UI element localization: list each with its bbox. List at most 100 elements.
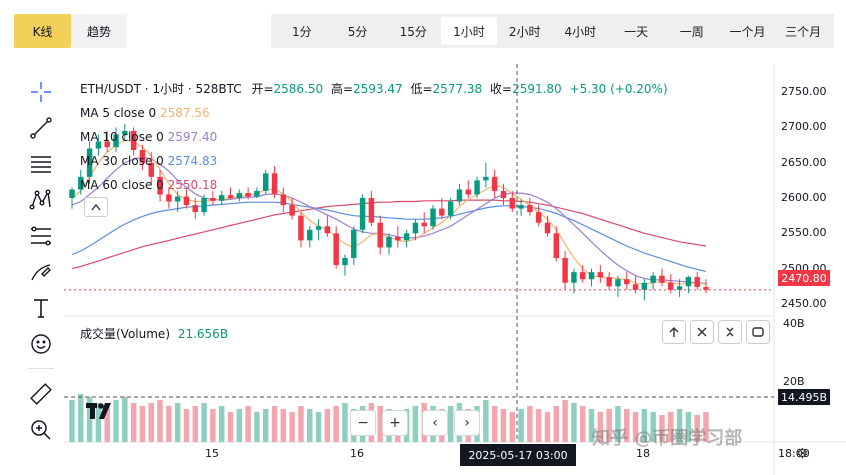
scroll-right-button[interactable]: › xyxy=(454,410,480,436)
volume-bar xyxy=(500,409,507,442)
volume-bar xyxy=(227,412,234,442)
candle-body xyxy=(122,130,128,135)
pane-close-button[interactable] xyxy=(690,320,714,344)
time-tick-label: 16 xyxy=(350,447,364,460)
interval-tab-5[interactable]: 4小时 xyxy=(564,24,597,39)
candle-body xyxy=(157,176,163,195)
interval-tab-7[interactable]: 一周 xyxy=(679,24,704,39)
candle-body xyxy=(421,222,427,227)
interval-tab-9[interactable]: 三个月 xyxy=(785,24,822,39)
candle-body xyxy=(615,279,621,287)
pattern-icon[interactable] xyxy=(22,184,60,216)
volume-bar xyxy=(324,409,331,442)
fib-icon[interactable] xyxy=(22,148,60,180)
current-price-tag: 2470.80 xyxy=(778,270,830,286)
volume-bar xyxy=(130,403,137,442)
candle-body xyxy=(69,189,75,198)
candle-body xyxy=(86,148,93,177)
volume-bar xyxy=(615,406,621,442)
candle-body xyxy=(377,222,383,248)
ohlc-row: ETH/USDT · 1小时 · 528BTC 开=2586.50 高=2593… xyxy=(80,77,668,101)
emoji-icon[interactable] xyxy=(22,328,60,360)
volume-bar xyxy=(183,409,190,442)
text-icon[interactable] xyxy=(22,292,60,324)
volume-bar xyxy=(509,412,516,442)
volume-bar xyxy=(333,406,339,442)
ma60-row[interactable]: MA 60 close 0 2550.18 xyxy=(80,173,668,197)
ma60-label: MA 60 close 0 xyxy=(80,178,164,192)
interval-tab-4[interactable]: 2小时 xyxy=(508,24,541,39)
candle-body xyxy=(588,272,595,280)
price-tick-label: 2600.00 xyxy=(781,191,827,204)
volume-bar xyxy=(245,406,251,442)
candle-body xyxy=(368,198,375,223)
interval-tab-0[interactable]: 1分 xyxy=(292,24,312,39)
scroll-left-button[interactable]: ‹ xyxy=(422,410,448,436)
candle-body xyxy=(298,215,304,241)
ma30-row[interactable]: MA 30 close 0 2574.83 xyxy=(80,149,668,173)
volume-bar xyxy=(174,403,181,442)
interval-tab-1[interactable]: 5分 xyxy=(347,24,368,39)
close-value: 2591.80 xyxy=(512,82,562,96)
brush-icon[interactable] xyxy=(22,256,60,288)
pane-collapse-button[interactable] xyxy=(718,320,742,344)
ma60-line xyxy=(71,199,707,270)
maximize-icon xyxy=(752,327,764,337)
candle-body xyxy=(403,233,410,241)
volume-bar xyxy=(676,409,683,442)
settings-gear-icon[interactable]: ⚙ xyxy=(796,446,809,462)
candle-body xyxy=(579,272,586,280)
trend-line-icon[interactable] xyxy=(22,112,60,144)
zoom-out-button[interactable]: − xyxy=(350,410,376,436)
candle-body xyxy=(439,208,445,216)
candle-body xyxy=(685,277,692,287)
tradingview-logo[interactable] xyxy=(86,401,116,423)
interval-tab-2[interactable]: 15分 xyxy=(399,24,427,39)
volume-bar xyxy=(544,412,551,442)
candle-body xyxy=(694,277,700,287)
tab-trend[interactable]: 趋势 xyxy=(71,14,127,48)
candle-body xyxy=(571,272,577,283)
zoom-in-button[interactable]: + xyxy=(382,410,408,436)
volume-label: 成交量(Volume) xyxy=(80,327,170,341)
volume-bar xyxy=(280,409,287,442)
volume-bar xyxy=(307,409,313,442)
candle-body xyxy=(491,176,498,191)
volume-bar xyxy=(562,400,568,442)
candle-body xyxy=(650,275,656,283)
volume-bar xyxy=(491,406,498,442)
candle-body xyxy=(271,173,278,195)
volume-value: 21.656B xyxy=(177,327,229,341)
volume-bar xyxy=(271,406,278,442)
ma10-row[interactable]: MA 10 close 0 2597.40 xyxy=(80,125,668,149)
interval-tab-8[interactable]: 一个月 xyxy=(729,24,766,39)
ruler-icon[interactable] xyxy=(22,378,60,410)
candle-body xyxy=(641,282,648,290)
top-toolbar: K线 趋势 1分 5分 15分 1小时 2小时 4小时 一天 一周 一个月 三个月 xyxy=(0,0,846,62)
price-chart[interactable] xyxy=(64,64,846,475)
volume-tick-label: 20B xyxy=(783,375,805,388)
ma5-row[interactable]: MA 5 close 0 2587.56 xyxy=(80,101,668,125)
measure-icon[interactable] xyxy=(22,220,60,252)
open-label: 开= xyxy=(251,82,274,96)
candle-body xyxy=(474,180,480,195)
interval-tab-3[interactable]: 1小时 xyxy=(441,17,497,45)
candle-body xyxy=(359,198,366,230)
pane-maximize-button[interactable] xyxy=(746,320,770,344)
tab-kline[interactable]: K线 xyxy=(14,14,71,48)
legend-collapse-button[interactable] xyxy=(84,197,108,217)
price-tick-label: 2750.00 xyxy=(781,85,827,99)
price-tick-label: 2700.00 xyxy=(781,120,827,134)
price-tick-label: 2650.00 xyxy=(781,155,827,169)
volume-bar xyxy=(597,412,604,442)
crosshair-icon[interactable] xyxy=(22,76,60,108)
volume-bar xyxy=(703,412,709,442)
volume-bar xyxy=(641,409,648,442)
arrow-up-icon xyxy=(669,327,679,337)
zoom-icon[interactable] xyxy=(22,414,60,446)
interval-tab-6[interactable]: 一天 xyxy=(624,24,649,39)
time-tick-label: 15 xyxy=(205,447,219,460)
candle-body xyxy=(606,277,612,287)
time-tick-label: 18 xyxy=(636,447,650,460)
pane-move-up-button[interactable] xyxy=(662,320,686,344)
